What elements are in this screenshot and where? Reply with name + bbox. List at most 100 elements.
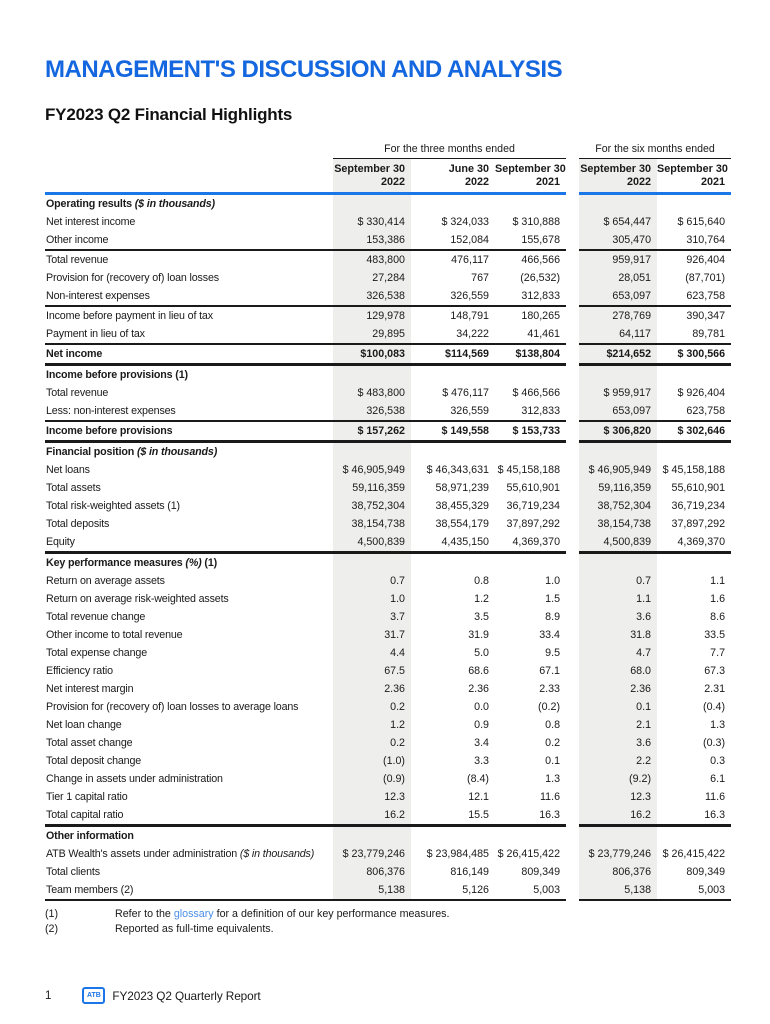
cell-value: (0.4) xyxy=(703,700,726,713)
cell-value xyxy=(579,550,658,572)
cell-value: 89,781 xyxy=(692,327,726,340)
table-row: Total risk-weighted assets (1) 38,752,304… xyxy=(45,496,731,515)
row-label: Change in assets under administration xyxy=(46,772,223,785)
footnote-1: (1) Refer to the glossary for a definiti… xyxy=(45,907,731,923)
cell-value: 959,917 xyxy=(579,248,658,269)
cell-value: (87,701) xyxy=(685,271,726,284)
column-gap xyxy=(566,590,579,608)
row-label: Provision for (recovery of) loan losses … xyxy=(46,700,299,713)
cell-value: $ 153,733 xyxy=(495,419,567,442)
footnote-2: (2) Reported as full-time equivalents. xyxy=(45,922,731,938)
cell-value: 148,791 xyxy=(411,304,495,325)
cell-value: (8.4) xyxy=(467,772,489,785)
cell-value: 8.6 xyxy=(710,610,726,623)
cell-value: $ 157,262 xyxy=(333,419,411,442)
footnote-text: Reported as full-time equivalents. xyxy=(115,923,274,936)
cell-value: (0.2) xyxy=(538,700,561,713)
column-gap xyxy=(566,402,579,421)
cell-value: 1.3 xyxy=(710,718,726,731)
cell-value: 767 xyxy=(471,271,489,284)
cell-value: 36,719,234 xyxy=(671,499,726,512)
column-gap xyxy=(566,384,579,402)
row-label: Net interest income xyxy=(46,215,136,228)
table-row: Net interest margin 2.36 2.36 2.33 2.36 2.31 xyxy=(45,679,731,698)
table-row: Total deposit change (1.0) 3.3 0.1 2.2 0.3 xyxy=(45,751,731,770)
row-label: Total revenue xyxy=(45,248,333,269)
row-label: Less: non-interest expenses xyxy=(46,404,176,417)
section-row: Operating results ($ in thousands) xyxy=(45,193,731,213)
cell-value: 16.2 xyxy=(579,805,658,826)
row-label: Net income xyxy=(45,342,333,365)
row-label: Total expense change xyxy=(46,646,147,659)
cell-value: $ 926,404 xyxy=(677,386,726,399)
cell-value: 64,117 xyxy=(579,324,658,344)
cell-value: $ 302,646 xyxy=(657,419,732,442)
footnote-text: Refer to the glossary for a definition o… xyxy=(115,907,450,920)
cell-value: 806,376 xyxy=(333,862,411,881)
cell-value: 12.1 xyxy=(468,790,489,803)
column-gap xyxy=(566,497,579,515)
row-label: Total deposits xyxy=(46,517,110,530)
row-label: Key performance measures (%) (1) xyxy=(45,550,333,572)
column-gap xyxy=(566,881,579,900)
page-content: MANAGEMENT'S DISCUSSION AND ANALYSIS FY2… xyxy=(45,58,732,938)
column-gap xyxy=(566,533,579,553)
row-label: Return on average assets xyxy=(46,574,165,587)
cell-value: 37,897,292 xyxy=(671,517,726,530)
row-label: Operating results ($ in thousands) xyxy=(46,197,215,210)
table-row: Other income 153,386 152,084 155,678 305,470… xyxy=(45,230,731,250)
cell-value: 38,154,738 xyxy=(333,514,411,533)
column-gap xyxy=(566,626,579,644)
cell-value: 31.9 xyxy=(468,628,489,641)
table-row: Total deposits 38,154,738 38,554,179 37,897… xyxy=(45,514,731,533)
cell-value: (26,532) xyxy=(520,271,561,284)
row-label: Efficiency ratio xyxy=(46,664,113,677)
row-label: ATB Wealth's assets under administration… xyxy=(46,847,315,860)
glossary-link[interactable]: glossary xyxy=(173,907,214,920)
cell-value: 29,895 xyxy=(333,324,411,344)
group-header-three-months: For the three months ended xyxy=(333,140,567,159)
table-row: ATB Wealth's assets under administration… xyxy=(45,844,731,863)
cell-value: 1.2 xyxy=(474,592,489,605)
table-row: Net interest income $ 330,414 $ 324,033 $ 3… xyxy=(45,212,731,231)
row-label: Total revenue change xyxy=(46,610,146,623)
cell-value: $138,804 xyxy=(495,342,567,365)
cell-value: 12.3 xyxy=(579,787,658,806)
column-gap xyxy=(566,806,579,826)
cell-value: 5,138 xyxy=(333,880,411,901)
cell-value: 1.6 xyxy=(710,592,726,605)
cell-value: 55,610,901 xyxy=(506,481,561,494)
cell-value: 11.6 xyxy=(540,790,561,803)
cell-value: 38,554,179 xyxy=(435,517,490,530)
cell-value: $ 466,566 xyxy=(512,386,561,399)
row-label: Net loans xyxy=(46,463,90,476)
cell-value: 926,404 xyxy=(657,248,732,269)
cell-value xyxy=(333,550,411,572)
cell-value: $100,083 xyxy=(333,342,411,365)
table-row: Other income to total revenue 31.7 31.9 33.… xyxy=(45,625,731,644)
cell-value: 31.8 xyxy=(579,625,658,644)
cell-value xyxy=(579,439,658,461)
row-label: Other income to total revenue xyxy=(46,628,183,641)
table-row: Change in assets under administration (0.… xyxy=(45,769,731,788)
cell-value: $ 324,033 xyxy=(441,215,489,228)
cell-value: 0.2 xyxy=(333,733,411,752)
cell-value: (0.9) xyxy=(333,769,411,788)
cell-value xyxy=(495,362,567,384)
cell-value: 31.7 xyxy=(333,625,411,644)
cell-value: $ 46,343,631 xyxy=(426,463,489,476)
cell-value: 809,349 xyxy=(686,865,726,878)
row-label: Non-interest expenses xyxy=(46,289,150,302)
cell-value: 0.8 xyxy=(545,718,561,731)
cell-value: $ 23,984,485 xyxy=(426,847,489,860)
cell-value: 278,769 xyxy=(579,304,658,325)
cell-value: $ 310,888 xyxy=(512,215,561,228)
cell-value: 0.0 xyxy=(474,700,489,713)
cell-value: 58,971,239 xyxy=(435,481,490,494)
cell-value: 4,435,150 xyxy=(441,535,489,548)
table-row: Total asset change 0.2 3.4 0.2 3.6 (0.3) xyxy=(45,733,731,752)
cell-value: 1.5 xyxy=(545,592,561,605)
cell-value: 623,758 xyxy=(686,289,726,302)
column-gap xyxy=(566,479,579,497)
